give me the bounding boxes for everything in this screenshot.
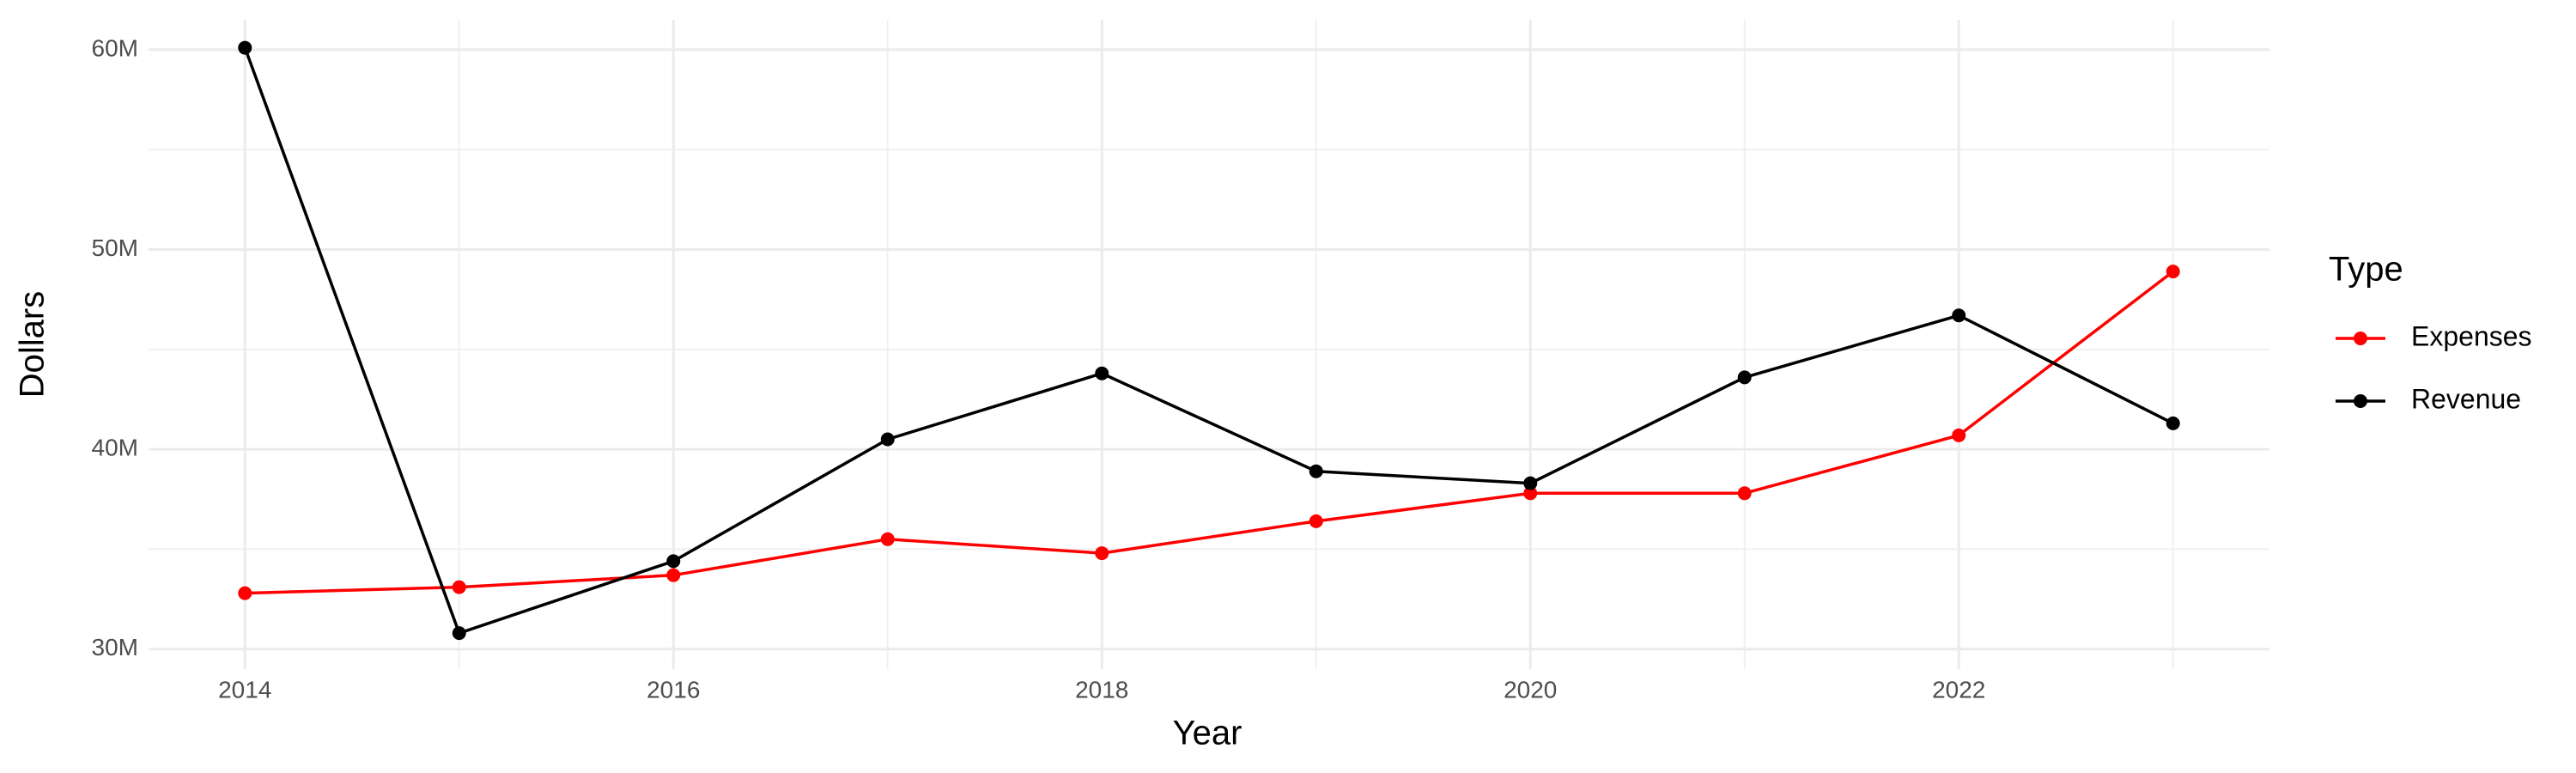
point xyxy=(880,532,895,546)
x-tick-label: 2014 xyxy=(218,676,271,703)
point xyxy=(1309,464,1323,478)
line xyxy=(243,46,2174,636)
legend-key-point xyxy=(2354,332,2367,345)
point xyxy=(238,40,252,55)
point xyxy=(238,586,252,600)
x-axis-title: Year xyxy=(1173,715,1242,752)
point xyxy=(2166,416,2180,430)
point xyxy=(1737,486,1752,501)
point xyxy=(452,626,466,641)
legend-label: Revenue xyxy=(2411,383,2521,414)
legend-title: Type xyxy=(2329,251,2403,289)
line xyxy=(245,270,2174,595)
point xyxy=(1095,366,1109,380)
y-tick-label: 30M xyxy=(92,634,138,660)
point xyxy=(1095,546,1109,561)
point xyxy=(666,568,681,582)
y-tick-label: 40M xyxy=(92,435,138,461)
point xyxy=(2166,265,2180,279)
legend-key-point xyxy=(2354,394,2367,408)
legend-label: Expenses xyxy=(2411,320,2532,351)
point xyxy=(1952,428,1966,442)
x-tick-label: 2016 xyxy=(647,676,700,703)
y-axis-title: Dollars xyxy=(14,291,52,398)
point xyxy=(1523,476,1538,490)
point xyxy=(666,554,681,569)
point xyxy=(1309,514,1323,528)
y-tick-label: 50M xyxy=(92,234,138,261)
x-tick-label: 2018 xyxy=(1075,676,1128,703)
point xyxy=(452,580,466,594)
x-tick-label: 2020 xyxy=(1504,676,1557,703)
point xyxy=(1737,370,1752,385)
x-tick-label: 2022 xyxy=(1932,676,1985,703)
y-tick-label: 60M xyxy=(92,34,138,61)
point xyxy=(1952,308,1966,323)
point xyxy=(880,432,895,447)
point xyxy=(1523,486,1538,501)
